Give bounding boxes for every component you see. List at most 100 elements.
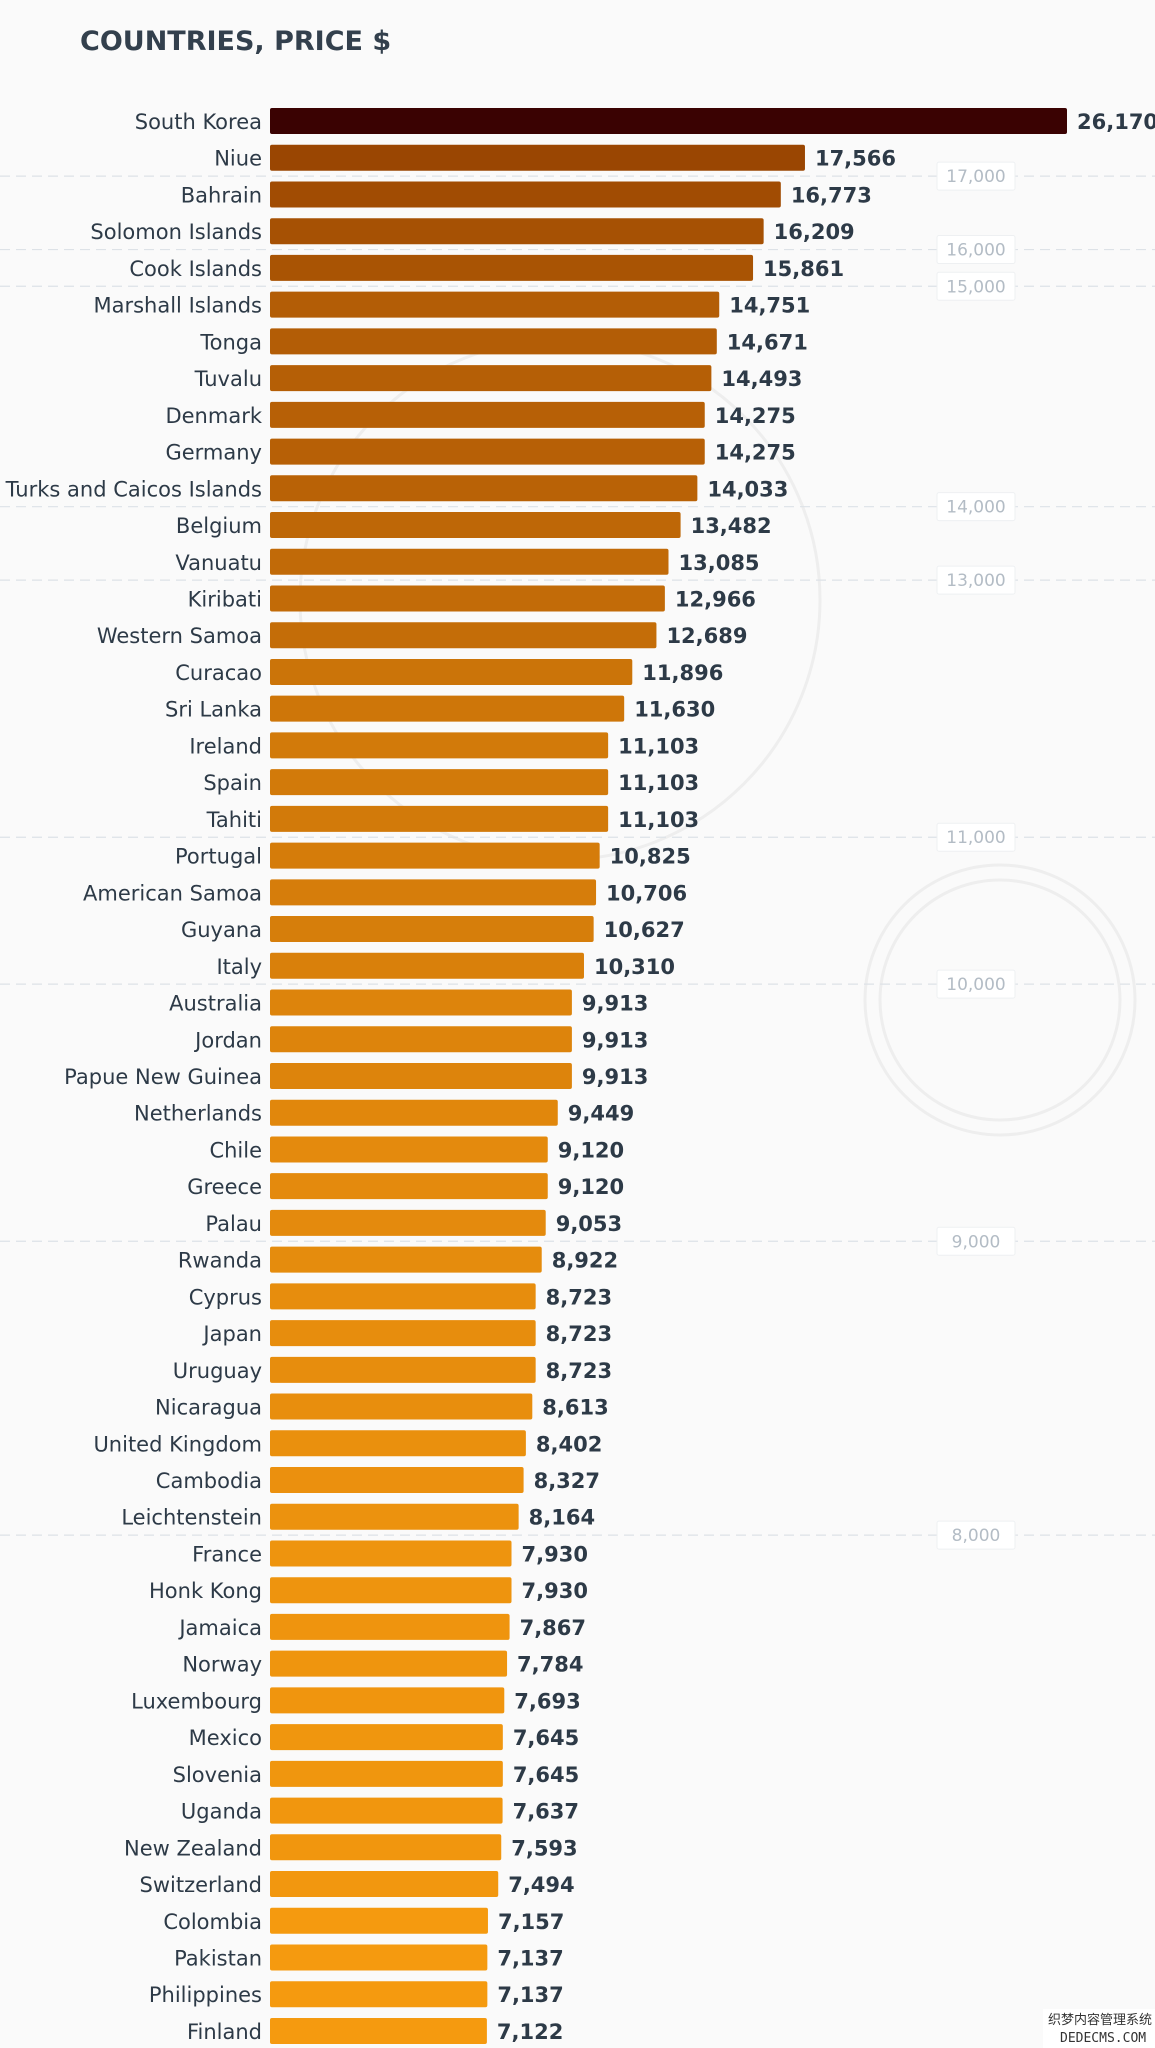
value-label: 7,645	[513, 1726, 579, 1750]
reference-label-box	[936, 271, 1016, 301]
bar	[270, 1320, 536, 1347]
reference-label: 15,000	[946, 277, 1005, 297]
bar	[270, 1613, 510, 1640]
category-label: Uganda	[181, 1800, 262, 1824]
bar	[270, 1283, 536, 1310]
category-label: Denmark	[165, 404, 262, 428]
bar	[270, 144, 805, 171]
value-label: 13,085	[679, 551, 760, 575]
category-label: Norway	[182, 1653, 262, 1677]
value-label: 7,637	[513, 1800, 579, 1824]
category-label: Colombia	[163, 1910, 262, 1934]
value-label: 8,402	[536, 1432, 602, 1456]
value-label: 11,103	[618, 734, 699, 758]
bar	[270, 1173, 548, 1200]
bar	[270, 1650, 508, 1677]
value-label: 7,157	[498, 1910, 564, 1934]
value-label: 8,613	[542, 1396, 608, 1420]
bar	[270, 1944, 488, 1971]
bar	[270, 218, 764, 245]
watermark-text-line1: 织梦内容管理系统	[1048, 2012, 1152, 2028]
watermark-logo: 织梦内容管理系统 DEDECMS.COM	[1043, 2009, 1155, 2048]
bar	[270, 1871, 499, 1898]
bar	[270, 585, 665, 612]
category-label: Cook Islands	[129, 257, 262, 281]
bar	[270, 1503, 519, 1530]
value-label: 10,706	[606, 881, 687, 905]
bar	[270, 2017, 487, 2044]
category-label: Sri Lanka	[165, 698, 262, 722]
bar	[270, 1467, 524, 1494]
bar	[270, 1136, 548, 1163]
category-label: Philippines	[149, 1983, 262, 2007]
category-label: Jamaica	[177, 1616, 262, 1640]
category-label: Pakistan	[174, 1947, 262, 1971]
category-label: France	[192, 1542, 262, 1566]
reference-label-box	[936, 492, 1016, 522]
bar	[270, 769, 609, 796]
value-label: 9,913	[582, 1065, 648, 1089]
bar	[270, 291, 720, 318]
bar	[270, 254, 754, 281]
reference-label-box	[936, 1520, 1016, 1550]
bar	[270, 1099, 558, 1126]
category-label: Japan	[201, 1322, 262, 1346]
value-label: 12,966	[675, 587, 756, 611]
value-label: 7,930	[522, 1542, 588, 1566]
value-label: 14,275	[715, 441, 796, 465]
bar	[270, 1981, 488, 2008]
category-label: Chile	[209, 1138, 262, 1162]
category-label: Honk Kong	[149, 1579, 262, 1603]
category-label: Vanuatu	[175, 551, 262, 575]
bar	[270, 1062, 572, 1089]
category-label: Spain	[203, 771, 262, 795]
category-label: Leichtenstein	[121, 1506, 262, 1530]
bar	[270, 989, 572, 1016]
bar	[270, 328, 717, 355]
value-label: 8,164	[529, 1506, 595, 1530]
category-label: Niue	[214, 147, 262, 171]
category-label: Ireland	[189, 734, 262, 758]
reference-label: 13,000	[946, 571, 1005, 591]
bar	[270, 1026, 572, 1053]
category-label: Uruguay	[173, 1359, 262, 1383]
bar	[270, 512, 681, 539]
reference-label: 8,000	[952, 1526, 1001, 1546]
value-label: 8,327	[534, 1469, 600, 1493]
value-labels: 26,170 17,566 16,773 16,209 15,861 14,751 14,6…	[497, 110, 1155, 2044]
watermark-text-line2: DEDECMS.COM	[1060, 2031, 1146, 2046]
bar	[270, 1356, 536, 1383]
value-label: 7,645	[513, 1763, 579, 1787]
category-label: Marshall Islands	[93, 294, 262, 318]
value-label: 9,053	[556, 1212, 622, 1236]
bar	[270, 365, 712, 392]
category-label: New Zealand	[124, 1836, 262, 1860]
value-label: 8,723	[546, 1322, 612, 1346]
value-label: 13,482	[691, 514, 772, 538]
bar	[270, 1393, 533, 1420]
bar	[270, 1430, 526, 1457]
value-label: 9,449	[568, 1102, 634, 1126]
category-label: United Kingdom	[93, 1432, 262, 1456]
reference-label: 17,000	[946, 167, 1005, 187]
bar	[270, 475, 698, 502]
value-label: 10,627	[604, 918, 685, 942]
value-label: 26,170	[1077, 110, 1155, 134]
chart-title: COUNTRIES, PRICE $	[80, 26, 391, 57]
category-label: Cambodia	[156, 1469, 262, 1493]
reference-label: 10,000	[946, 975, 1005, 995]
value-label: 14,275	[715, 404, 796, 428]
bar	[270, 805, 609, 832]
reference-label: 14,000	[946, 498, 1005, 518]
category-label: Belgium	[176, 514, 262, 538]
category-label: Slovenia	[173, 1763, 262, 1787]
value-label: 9,913	[582, 1028, 648, 1052]
bar	[270, 438, 705, 465]
reference-lines: 17,000 16,000 15,000 14,000 13,000 11,000 10,0…	[0, 161, 1155, 1550]
category-label: Netherlands	[134, 1102, 262, 1126]
value-label: 12,689	[666, 624, 747, 648]
bar	[270, 1209, 546, 1236]
reference-label: 16,000	[946, 241, 1005, 261]
value-label: 14,671	[727, 330, 808, 354]
